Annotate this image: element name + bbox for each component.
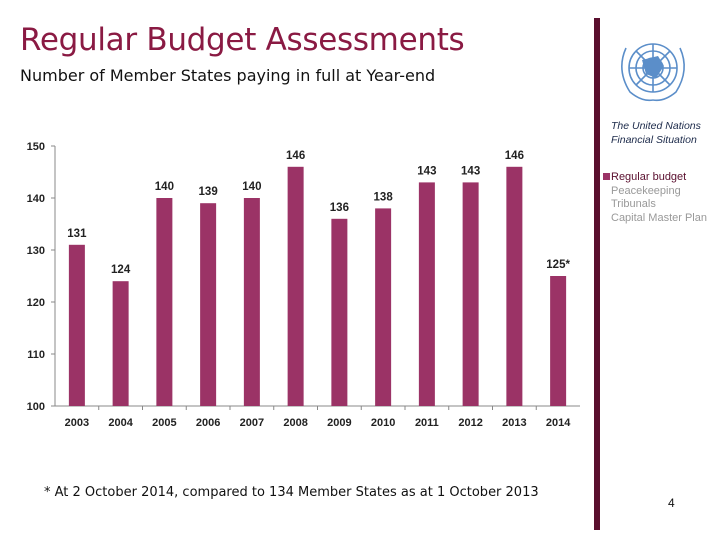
bar-2010 <box>375 208 392 406</box>
data-label-2011: 143 <box>417 165 436 177</box>
bar-2014 <box>550 276 567 406</box>
bar-2013 <box>506 166 523 406</box>
x-tick-label-2012: 2012 <box>458 417 482 429</box>
page-title: Regular Budget Assessments <box>20 22 465 58</box>
bar-2009 <box>331 218 348 406</box>
x-tick-label-2009: 2009 <box>327 417 351 429</box>
panel-title: The United Nations Financial Situation <box>611 119 701 147</box>
bar-2012 <box>462 182 479 406</box>
x-tick-label-2010: 2010 <box>371 417 395 429</box>
nav-label: Regular budget <box>611 171 687 183</box>
nav-item-peacekeeping[interactable]: Peacekeeping <box>611 184 681 197</box>
data-label-2004: 124 <box>111 264 131 276</box>
x-tick-label-2014: 2014 <box>546 417 571 429</box>
x-tick-label-2007: 2007 <box>240 417 264 429</box>
bar-2004 <box>112 281 129 406</box>
x-tick-label-2011: 2011 <box>415 417 439 429</box>
page-number: 4 <box>668 496 675 510</box>
y-tick-label: 140 <box>27 193 45 205</box>
data-label-2014: 125* <box>546 259 570 271</box>
data-label-2009: 136 <box>330 202 349 214</box>
data-label-2010: 138 <box>374 191 394 203</box>
y-tick-label: 110 <box>27 349 45 361</box>
bar-2008 <box>287 166 304 406</box>
y-tick-label: 100 <box>27 401 45 413</box>
bar-chart: 100 110 120 130 140 150 131 2003 124 2004 140 2005 1… <box>27 141 580 429</box>
y-tick-label: 120 <box>27 297 45 309</box>
bar-2005 <box>156 198 173 406</box>
x-tick-label-2003: 2003 <box>65 417 89 429</box>
footnote: * At 2 October 2014, compared to 134 Mem… <box>44 485 539 500</box>
bar-2011 <box>418 182 435 406</box>
panel-title-line: The United Nations <box>611 120 701 132</box>
x-tick-label-2013: 2013 <box>502 417 526 429</box>
accent-divider <box>594 18 600 530</box>
bar-2007 <box>243 198 260 406</box>
section-nav: Regular budget Peacekeeping Tribunals Ca… <box>603 171 707 225</box>
un-emblem-icon <box>621 43 685 102</box>
data-label-2012: 143 <box>461 165 480 177</box>
nav-item-regular-budget[interactable]: Regular budget <box>603 171 707 185</box>
data-label-2005: 140 <box>155 181 174 193</box>
nav-item-tribunals[interactable]: Tribunals <box>611 198 656 210</box>
data-label-2003: 131 <box>67 228 87 240</box>
nav-item-capital-master-plan[interactable]: Capital Master Plan <box>611 211 707 224</box>
y-tick-label: 150 <box>27 141 45 153</box>
page-subtitle: Number of Member States paying in full a… <box>20 66 436 85</box>
y-tick-label: 130 <box>27 245 45 257</box>
panel-title-line: Financial Situation <box>611 134 697 146</box>
data-label-2008: 146 <box>286 150 305 162</box>
bar-2003 <box>68 244 85 406</box>
x-tick-label-2005: 2005 <box>152 417 176 429</box>
data-label-2006: 139 <box>199 186 218 198</box>
data-label-2007: 140 <box>242 181 261 193</box>
active-marker-icon <box>603 173 610 180</box>
bar-2006 <box>200 203 217 406</box>
x-tick-label-2008: 2008 <box>283 417 307 429</box>
data-label-2013: 146 <box>505 150 524 162</box>
x-tick-label-2006: 2006 <box>196 417 220 429</box>
x-tick-label-2004: 2004 <box>108 417 133 429</box>
